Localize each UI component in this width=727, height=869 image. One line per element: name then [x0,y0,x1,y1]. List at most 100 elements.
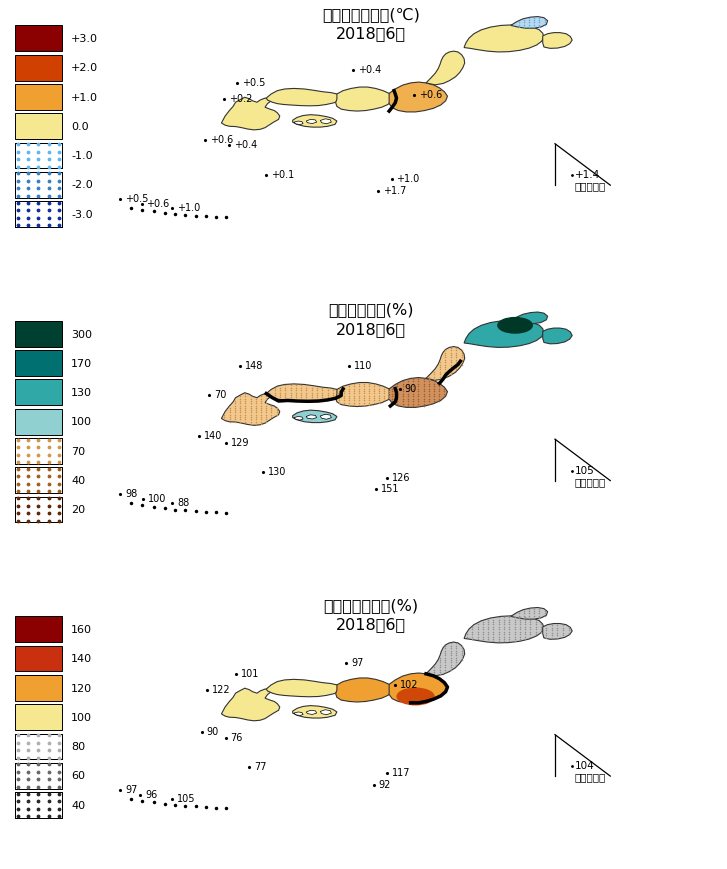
Point [229,406,241,420]
Point [412,395,424,408]
Point [295,393,307,407]
Point [12,174,24,188]
Point [224,403,236,417]
Text: +0.5: +0.5 [125,194,148,204]
Point [433,392,445,406]
Point [450,651,462,665]
Point [488,615,499,629]
Point [467,627,478,641]
Text: 97: 97 [351,658,364,667]
Text: 122: 122 [212,686,231,695]
Point [488,630,499,644]
Point [23,802,34,816]
Point [498,610,510,624]
Point [358,387,370,401]
Point [467,620,478,634]
Point [450,653,462,667]
Point [540,623,552,637]
Point [43,182,55,196]
Point [524,627,536,641]
Point [539,607,550,620]
Point [33,152,44,166]
Point [423,395,435,408]
Text: 92: 92 [379,779,391,790]
Point [456,358,467,372]
Point [240,410,252,424]
Point [260,415,272,428]
Point [316,388,328,402]
Point [493,613,505,627]
Polygon shape [294,121,303,124]
Point [445,348,457,362]
Point [504,627,515,641]
Point [290,381,302,395]
Point [260,403,272,417]
Point [407,381,419,395]
Point [23,809,34,823]
FancyBboxPatch shape [15,113,63,139]
Text: 110: 110 [354,361,372,371]
Text: 100: 100 [71,713,92,723]
Point [563,620,575,634]
FancyBboxPatch shape [15,84,63,109]
Point [386,381,398,395]
Text: 小笠原諸島: 小笠原諸島 [574,182,606,191]
Point [429,660,441,674]
Point [245,410,257,424]
Point [43,477,55,491]
Point [402,389,414,403]
Polygon shape [266,89,341,106]
Text: 20: 20 [71,505,85,515]
Point [434,365,446,379]
Point [343,388,355,402]
Point [364,391,375,405]
Text: 160: 160 [71,625,92,635]
Point [265,408,277,421]
Point [322,388,334,402]
Point [290,383,302,397]
Point [269,383,281,397]
Point [498,620,510,634]
Point [434,358,446,372]
Point [358,384,370,398]
Point [260,389,272,403]
Point [493,630,505,644]
Point [12,514,24,527]
Point [373,391,385,405]
Point [524,630,536,644]
Point [300,388,312,402]
Point [53,477,65,491]
Point [397,399,409,413]
Point [290,393,302,407]
Point [353,391,365,405]
Point [12,780,24,794]
Point [429,665,441,679]
Point [53,211,65,225]
Point [250,396,262,410]
Point [429,365,441,379]
Point [440,365,451,379]
Point [53,167,65,181]
Point [477,622,489,636]
Point [23,160,34,174]
Point [440,644,451,658]
Point [33,203,44,217]
Point [274,386,286,400]
Point [53,174,65,188]
Point [269,386,281,400]
Point [53,196,65,209]
Point [483,622,494,636]
Point [423,396,435,410]
Polygon shape [293,706,337,718]
Point [240,396,252,410]
Point [445,368,457,381]
Point [300,378,312,392]
Point [271,406,283,420]
Point [509,634,521,648]
Point [12,433,24,447]
Point [450,648,462,662]
Point [483,634,494,648]
Point [524,622,536,636]
Point [43,174,55,188]
Point [260,410,272,424]
